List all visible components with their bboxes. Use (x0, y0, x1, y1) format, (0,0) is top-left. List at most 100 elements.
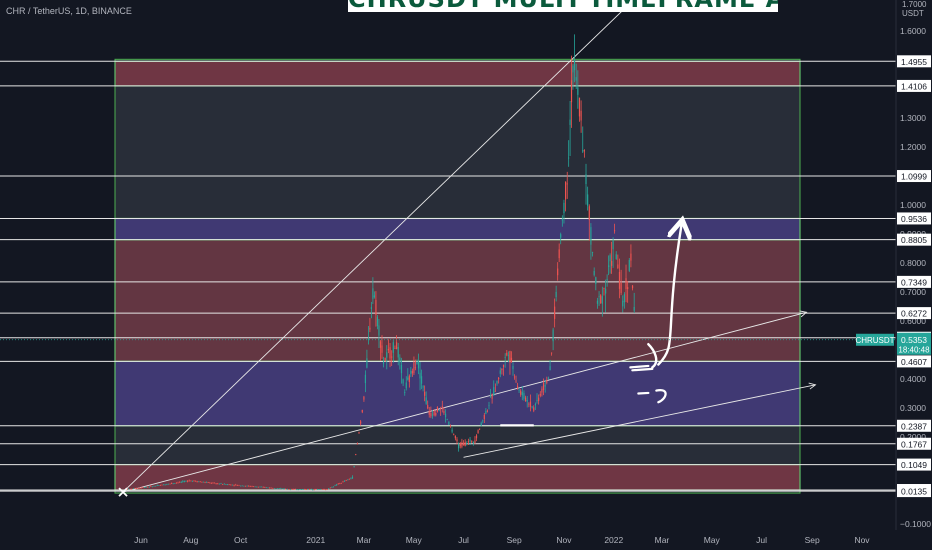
candle-body (583, 150, 585, 152)
x-tick-label: Sep (507, 535, 522, 545)
candle-body (225, 484, 227, 486)
candle-body (496, 380, 498, 384)
candle-body (269, 487, 271, 489)
current-symbol-tag[interactable] (856, 333, 894, 346)
candle-body (399, 357, 401, 363)
candle-body (466, 443, 468, 445)
y-tick-label: 0.2000 (900, 432, 926, 442)
candle-body (308, 489, 311, 490)
candle-body (627, 287, 629, 290)
zone-key-range-2[interactable] (114, 217, 801, 241)
level-label-box (897, 212, 931, 225)
candle-body (428, 411, 430, 415)
candle-body (373, 295, 376, 298)
trendlines-layer (122, 0, 817, 493)
candle-body (320, 489, 322, 490)
level-label-text: 0.0135 (901, 487, 927, 497)
candle-body (518, 389, 520, 391)
candle-body (372, 288, 374, 299)
candle-body (281, 488, 284, 490)
candle-body (156, 485, 158, 486)
candle-body (226, 484, 229, 486)
candle-body (286, 489, 288, 490)
zone-demand-3[interactable] (114, 360, 801, 427)
candle-body (419, 372, 421, 379)
hand-drawn-marks (629, 364, 667, 404)
candle-body (312, 489, 314, 491)
candle-body (474, 440, 476, 443)
candle-body (339, 483, 341, 485)
drawings-layer (118, 225, 682, 497)
candle-body (369, 327, 371, 330)
candle-body (504, 356, 506, 358)
candle-body (163, 484, 165, 486)
candle-body (588, 206, 590, 221)
candle-body (273, 488, 276, 490)
candle-body (257, 486, 260, 488)
level-label-box (897, 458, 931, 471)
candle-body (408, 375, 410, 383)
candle-body (536, 400, 538, 401)
candle-body (132, 488, 135, 490)
candle-body (296, 489, 298, 491)
candle-body (477, 430, 479, 434)
trendline[interactable] (463, 384, 816, 458)
level-label-box (897, 419, 931, 432)
candle-body (424, 391, 426, 396)
candle-body (577, 87, 579, 95)
zone-supply-0[interactable] (114, 60, 801, 87)
x-tick-label: Nov (556, 535, 572, 545)
candle-body (366, 358, 368, 368)
trendline[interactable] (122, 311, 807, 493)
candle-body (212, 482, 214, 484)
candle-body (217, 483, 219, 485)
projection-arrow[interactable] (647, 225, 681, 369)
current-price-box (897, 332, 931, 355)
candle-body (557, 268, 559, 276)
candle-body (348, 478, 350, 480)
candle-body (360, 421, 362, 424)
candle-body (179, 481, 181, 483)
candle-body (603, 287, 605, 289)
level-label-box (897, 485, 931, 498)
candle-body (188, 480, 190, 482)
candle-body (175, 482, 178, 484)
candle-body (483, 415, 485, 419)
candle-body (147, 486, 149, 488)
candle-body (397, 346, 399, 358)
candle-body (329, 487, 331, 489)
candle-body (305, 489, 308, 491)
candle-body (140, 487, 142, 489)
candle-body (610, 260, 613, 266)
candle-body (249, 486, 252, 487)
candle-body (337, 483, 339, 485)
candle-body (241, 485, 243, 487)
candle-body (601, 296, 603, 304)
candle-body (515, 380, 517, 382)
candle-body (206, 482, 208, 483)
candle-body (534, 404, 536, 406)
candle-body (222, 484, 224, 485)
candle-body (570, 80, 573, 103)
y-tick-label: 1.6000 (900, 26, 926, 36)
candle-body (554, 306, 556, 319)
candle-body (321, 489, 323, 490)
candle-body (633, 306, 635, 311)
zone-supply-1[interactable] (114, 239, 801, 362)
level-label-text: 0.6272 (901, 309, 927, 319)
zone-demand-4[interactable] (114, 463, 801, 491)
candle-body (190, 480, 192, 482)
candle-body (238, 484, 240, 486)
candle-body (166, 484, 168, 486)
trendline[interactable] (122, 0, 637, 493)
candle-body (264, 487, 266, 488)
candle-body (332, 486, 335, 488)
candle-body (523, 393, 525, 399)
candle-body (172, 483, 174, 485)
candle-body (542, 383, 545, 390)
candle-body (248, 485, 250, 487)
y-tick-label: −0.1000 (900, 519, 931, 529)
time-axis: Jun Aug Oct 2021 Mar May Jul Sep Nov 2022 Mar May Ju… (134, 535, 870, 545)
candle-body (509, 350, 511, 363)
